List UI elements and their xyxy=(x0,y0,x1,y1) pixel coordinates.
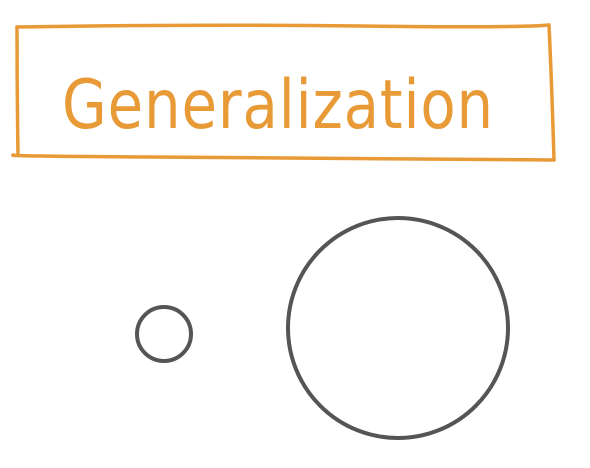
title-frame-right xyxy=(547,23,556,162)
title-frame xyxy=(11,23,556,162)
diagram-title: Generalization xyxy=(62,66,494,145)
title-frame-left xyxy=(15,25,20,157)
large-circle xyxy=(286,216,510,440)
small-circle xyxy=(135,305,193,363)
title-frame-top xyxy=(15,23,551,29)
title-frame-bottom xyxy=(11,153,556,162)
